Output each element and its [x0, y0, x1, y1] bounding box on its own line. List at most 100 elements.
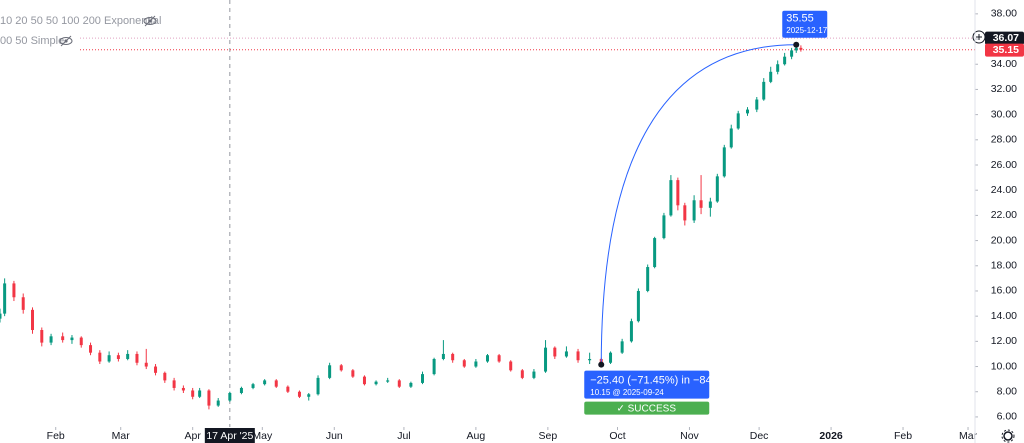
candle-body	[79, 337, 83, 346]
x-tick-label: Oct	[609, 430, 625, 442]
candle-body	[181, 387, 185, 391]
x-tick-label: Aug	[467, 430, 486, 442]
measure-start-label: 10.15 @ 2025-09-24	[590, 388, 664, 397]
candle-body	[263, 380, 267, 385]
candle-body	[3, 283, 7, 314]
candle-body	[328, 365, 332, 378]
candle-body	[0, 313, 2, 319]
candle-body	[207, 390, 211, 406]
status-label: ✓ SUCCESS	[616, 403, 676, 414]
price-label-box	[985, 43, 1024, 57]
x-tick-label: Dec	[750, 430, 769, 442]
indicator-label[interactable]: 10 20 50 50 100 200 Exponential	[0, 15, 161, 27]
add-icon[interactable]	[972, 30, 986, 44]
candle-body	[409, 382, 413, 387]
candle-body	[715, 176, 719, 202]
candle-body	[116, 355, 120, 359]
candle-body	[144, 362, 148, 367]
measure-end-value: 35.55	[786, 13, 814, 25]
measure-change: −25.40 (−71.45%) in −84d	[590, 375, 718, 387]
measure-end-date: 2025-12-17	[786, 26, 827, 35]
candle-body	[746, 109, 749, 114]
candle-body	[564, 351, 568, 357]
measure-end-box	[782, 10, 828, 38]
candle-body	[609, 352, 613, 363]
candle-body	[286, 386, 290, 392]
x-tick-label: May	[252, 430, 273, 442]
candle-body	[49, 336, 53, 343]
candle-body	[441, 353, 445, 359]
candle-body	[692, 200, 696, 221]
y-tick-label: 26.00	[991, 159, 1017, 171]
y-tick-label: 38.00	[991, 8, 1017, 20]
indicator-label[interactable]: 00 50 Simple	[0, 35, 64, 47]
candle-body	[163, 372, 167, 381]
y-tick-label: 22.00	[991, 209, 1017, 221]
eye-icon[interactable]	[143, 15, 157, 27]
candle-body	[729, 128, 733, 148]
candle-body	[769, 71, 773, 82]
candle-body	[722, 147, 726, 177]
y-tick-label: 24.00	[991, 184, 1017, 196]
candle-body	[553, 347, 557, 357]
y-tick-label: 20.00	[991, 234, 1017, 246]
x-tick-label: Feb	[47, 430, 65, 442]
y-tick-label: 6.00	[997, 411, 1018, 423]
candle-body	[755, 99, 759, 110]
plot-area	[0, 0, 975, 427]
candle-body	[98, 352, 102, 362]
candle-body	[497, 355, 501, 362]
y-tick-label: 28.00	[991, 134, 1017, 146]
candle-body	[699, 200, 703, 208]
candle-body	[89, 345, 93, 353]
candle-body	[216, 400, 220, 406]
candle-body	[790, 50, 794, 57]
y-tick-label: 30.00	[991, 108, 1017, 120]
price-label: 36.07	[993, 32, 1019, 44]
settings-icon[interactable]	[1001, 429, 1015, 443]
candle-body	[70, 337, 74, 341]
candle-body	[776, 64, 780, 72]
y-tick-label: 14.00	[991, 310, 1017, 322]
candle-body	[662, 215, 666, 239]
candle-body	[239, 387, 243, 393]
candle-body	[532, 371, 536, 378]
candle-body	[474, 361, 478, 367]
candle-body	[629, 321, 633, 342]
candle-body	[21, 297, 25, 310]
candle-body	[676, 180, 680, 206]
x-tick-label: Mar	[112, 430, 131, 442]
candle-body	[198, 390, 202, 397]
candle-body	[386, 380, 390, 382]
candle-body	[736, 113, 740, 129]
y-tick-label: 18.00	[991, 260, 1017, 272]
x-tick-label: Apr	[185, 430, 202, 442]
candle-body	[486, 355, 489, 362]
candle-body	[544, 347, 548, 372]
measure-start	[598, 361, 605, 368]
status-box	[584, 401, 710, 415]
x-tick-label: Feb	[894, 430, 912, 442]
candle-body	[339, 365, 343, 371]
eye-icon[interactable]	[59, 35, 73, 47]
candle-body	[154, 366, 158, 373]
candle-body	[576, 351, 580, 361]
candle-body	[31, 309, 34, 331]
candle-body	[783, 56, 787, 65]
candle-body	[374, 381, 378, 385]
candle-body	[520, 370, 524, 378]
candle-body	[274, 380, 278, 387]
candle-body	[451, 353, 455, 361]
y-tick-label: 16.00	[991, 285, 1017, 297]
candle-body	[126, 353, 130, 359]
candle-body	[646, 267, 650, 291]
y-tick-label: 8.00	[997, 386, 1018, 398]
candle-body	[251, 384, 255, 388]
candle-body	[653, 238, 657, 268]
candle-body	[636, 290, 640, 322]
measure-curve	[600, 44, 797, 365]
x-tick-label: 2026	[819, 430, 843, 442]
x-tick-label: Jun	[326, 430, 343, 442]
candle-body	[397, 380, 401, 387]
